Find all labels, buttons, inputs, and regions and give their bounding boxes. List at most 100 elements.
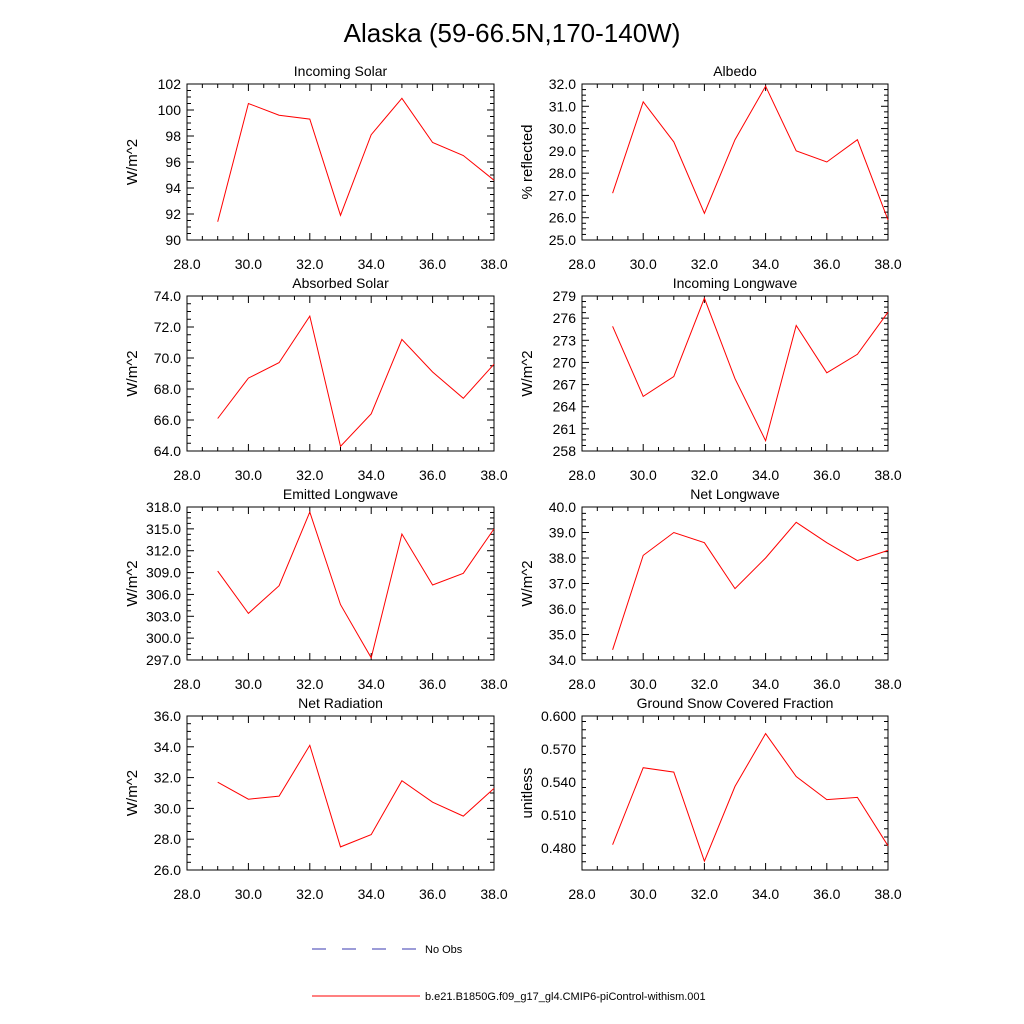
- x-tick-label: 38.0: [874, 467, 901, 483]
- y-axis-label: W/m^2: [519, 350, 536, 396]
- y-tick-label: 102: [158, 76, 182, 92]
- panel-title: Incoming Longwave: [673, 275, 798, 291]
- figure-title: Alaska (59-66.5N,170-140W): [344, 18, 681, 48]
- panel-title: Albedo: [713, 63, 757, 79]
- series-line: [612, 521, 889, 650]
- x-tick-label: 32.0: [691, 256, 718, 272]
- x-tick-label: 36.0: [419, 467, 446, 483]
- y-tick-label: 300.0: [146, 630, 181, 646]
- plot-frame: [581, 715, 889, 871]
- chart-panel-3: Absorbed Solar W/m^2 28.0 30.0 32.0 34.0 36.0 3…: [124, 275, 508, 483]
- y-tick-label: 29.0: [549, 143, 576, 159]
- y-tick-label: 98: [165, 128, 181, 144]
- y-tick-label: 32.0: [549, 76, 576, 92]
- x-tick-label: 34.0: [752, 886, 779, 902]
- y-tick-label: 90: [165, 232, 181, 248]
- y-tick-label: 306.0: [146, 586, 181, 602]
- panel-title: Absorbed Solar: [292, 275, 389, 291]
- series-line: [217, 744, 495, 848]
- y-tick-label: 0.480: [541, 840, 576, 856]
- x-tick-label: 28.0: [173, 886, 200, 902]
- chart-panel-1: Incoming Solar W/m^2 28.0 30.0 32.0 34.0 36.0 3…: [124, 63, 508, 272]
- plot-frame: [581, 83, 889, 241]
- chart-panel-2: Albedo % reflected 28.0 30.0 32.0 34.0 36.0 38.…: [519, 63, 902, 272]
- y-tick-label: 74.0: [154, 288, 181, 304]
- x-tick-label: 28.0: [173, 467, 200, 483]
- x-tick-label: 28.0: [568, 886, 595, 902]
- x-tick-label: 30.0: [235, 467, 262, 483]
- y-tick-label: 31.0: [549, 98, 576, 114]
- chart-panel-8: Ground Snow Covered Fraction unitless 28.0…: [519, 695, 902, 902]
- x-tick-label: 38.0: [480, 676, 507, 692]
- y-tick-label: 30.0: [154, 800, 181, 816]
- series-line: [217, 97, 495, 222]
- y-tick-label: 0.510: [541, 807, 576, 823]
- x-tick-label: 36.0: [419, 676, 446, 692]
- y-tick-label: 68.0: [154, 381, 181, 397]
- y-tick-label: 34.0: [154, 739, 181, 755]
- y-tick-label: 96: [165, 154, 181, 170]
- y-tick-label: 94: [165, 180, 181, 196]
- y-axis-label: unitless: [519, 768, 536, 819]
- panel-title: Net Radiation: [298, 695, 383, 711]
- y-tick-label: 34.0: [549, 652, 576, 668]
- y-tick-label: 66.0: [154, 412, 181, 428]
- x-tick-label: 32.0: [296, 676, 323, 692]
- y-axis-label: W/m^2: [124, 560, 141, 606]
- chart-panel-5: Emitted Longwave W/m^2 28.0 30.0 32.0 34.0 36.…: [124, 486, 508, 692]
- x-tick-label: 34.0: [358, 467, 385, 483]
- y-tick-label: 35.0: [549, 627, 576, 643]
- y-tick-label: 264: [553, 399, 577, 415]
- y-tick-label: 26.0: [549, 210, 576, 226]
- y-axis-label: W/m^2: [519, 560, 536, 606]
- x-tick-label: 30.0: [630, 467, 657, 483]
- x-tick-label: 34.0: [752, 467, 779, 483]
- y-axis-label: W/m^2: [124, 350, 141, 396]
- x-tick-label: 30.0: [235, 676, 262, 692]
- plot-frame: [186, 295, 495, 452]
- series-line: [217, 314, 495, 448]
- y-axis-label: % reflected: [519, 124, 536, 199]
- x-tick-label: 32.0: [296, 467, 323, 483]
- y-tick-label: 318.0: [146, 499, 181, 515]
- y-tick-label: 72.0: [154, 319, 181, 335]
- series-line: [612, 296, 889, 443]
- y-tick-label: 36.0: [549, 601, 576, 617]
- x-tick-label: 36.0: [813, 256, 840, 272]
- x-tick-label: 36.0: [813, 467, 840, 483]
- series-line: [612, 732, 889, 863]
- y-tick-label: 273: [553, 332, 577, 348]
- x-tick-label: 38.0: [480, 886, 507, 902]
- y-tick-label: 261: [553, 421, 577, 437]
- x-tick-label: 36.0: [813, 886, 840, 902]
- x-tick-label: 36.0: [419, 886, 446, 902]
- legend: No Obs b.e21.B1850G.f09_g17_gl4.CMIP6-pi…: [312, 944, 706, 1003]
- y-axis-label: W/m^2: [124, 770, 141, 816]
- panel-title: Net Longwave: [690, 486, 780, 502]
- x-tick-label: 36.0: [813, 676, 840, 692]
- y-tick-label: 28.0: [549, 165, 576, 181]
- x-tick-label: 34.0: [752, 676, 779, 692]
- panel-title: Incoming Solar: [294, 63, 388, 79]
- y-tick-label: 27.0: [549, 187, 576, 203]
- y-tick-label: 28.0: [154, 831, 181, 847]
- x-tick-label: 32.0: [691, 676, 718, 692]
- y-tick-label: 38.0: [549, 550, 576, 566]
- plot-frame: [581, 295, 889, 452]
- y-tick-label: 36.0: [154, 708, 181, 724]
- y-tick-label: 39.0: [549, 525, 576, 541]
- y-tick-label: 258: [553, 443, 577, 459]
- y-tick-label: 37.0: [549, 576, 576, 592]
- x-tick-label: 34.0: [358, 886, 385, 902]
- y-tick-label: 312.0: [146, 543, 181, 559]
- chart-panel-4: Incoming Longwave W/m^2 28.0 30.0 32.0 34.0 36…: [519, 275, 902, 483]
- x-tick-label: 28.0: [173, 676, 200, 692]
- legend-model-label: b.e21.B1850G.f09_g17_gl4.CMIP6-piControl…: [425, 991, 706, 1003]
- legend-obs-label: No Obs: [425, 944, 463, 956]
- x-tick-label: 32.0: [296, 256, 323, 272]
- plot-frame: [186, 506, 495, 661]
- x-tick-label: 28.0: [568, 467, 595, 483]
- y-tick-label: 64.0: [154, 443, 181, 459]
- x-tick-label: 38.0: [480, 256, 507, 272]
- y-tick-label: 303.0: [146, 608, 181, 624]
